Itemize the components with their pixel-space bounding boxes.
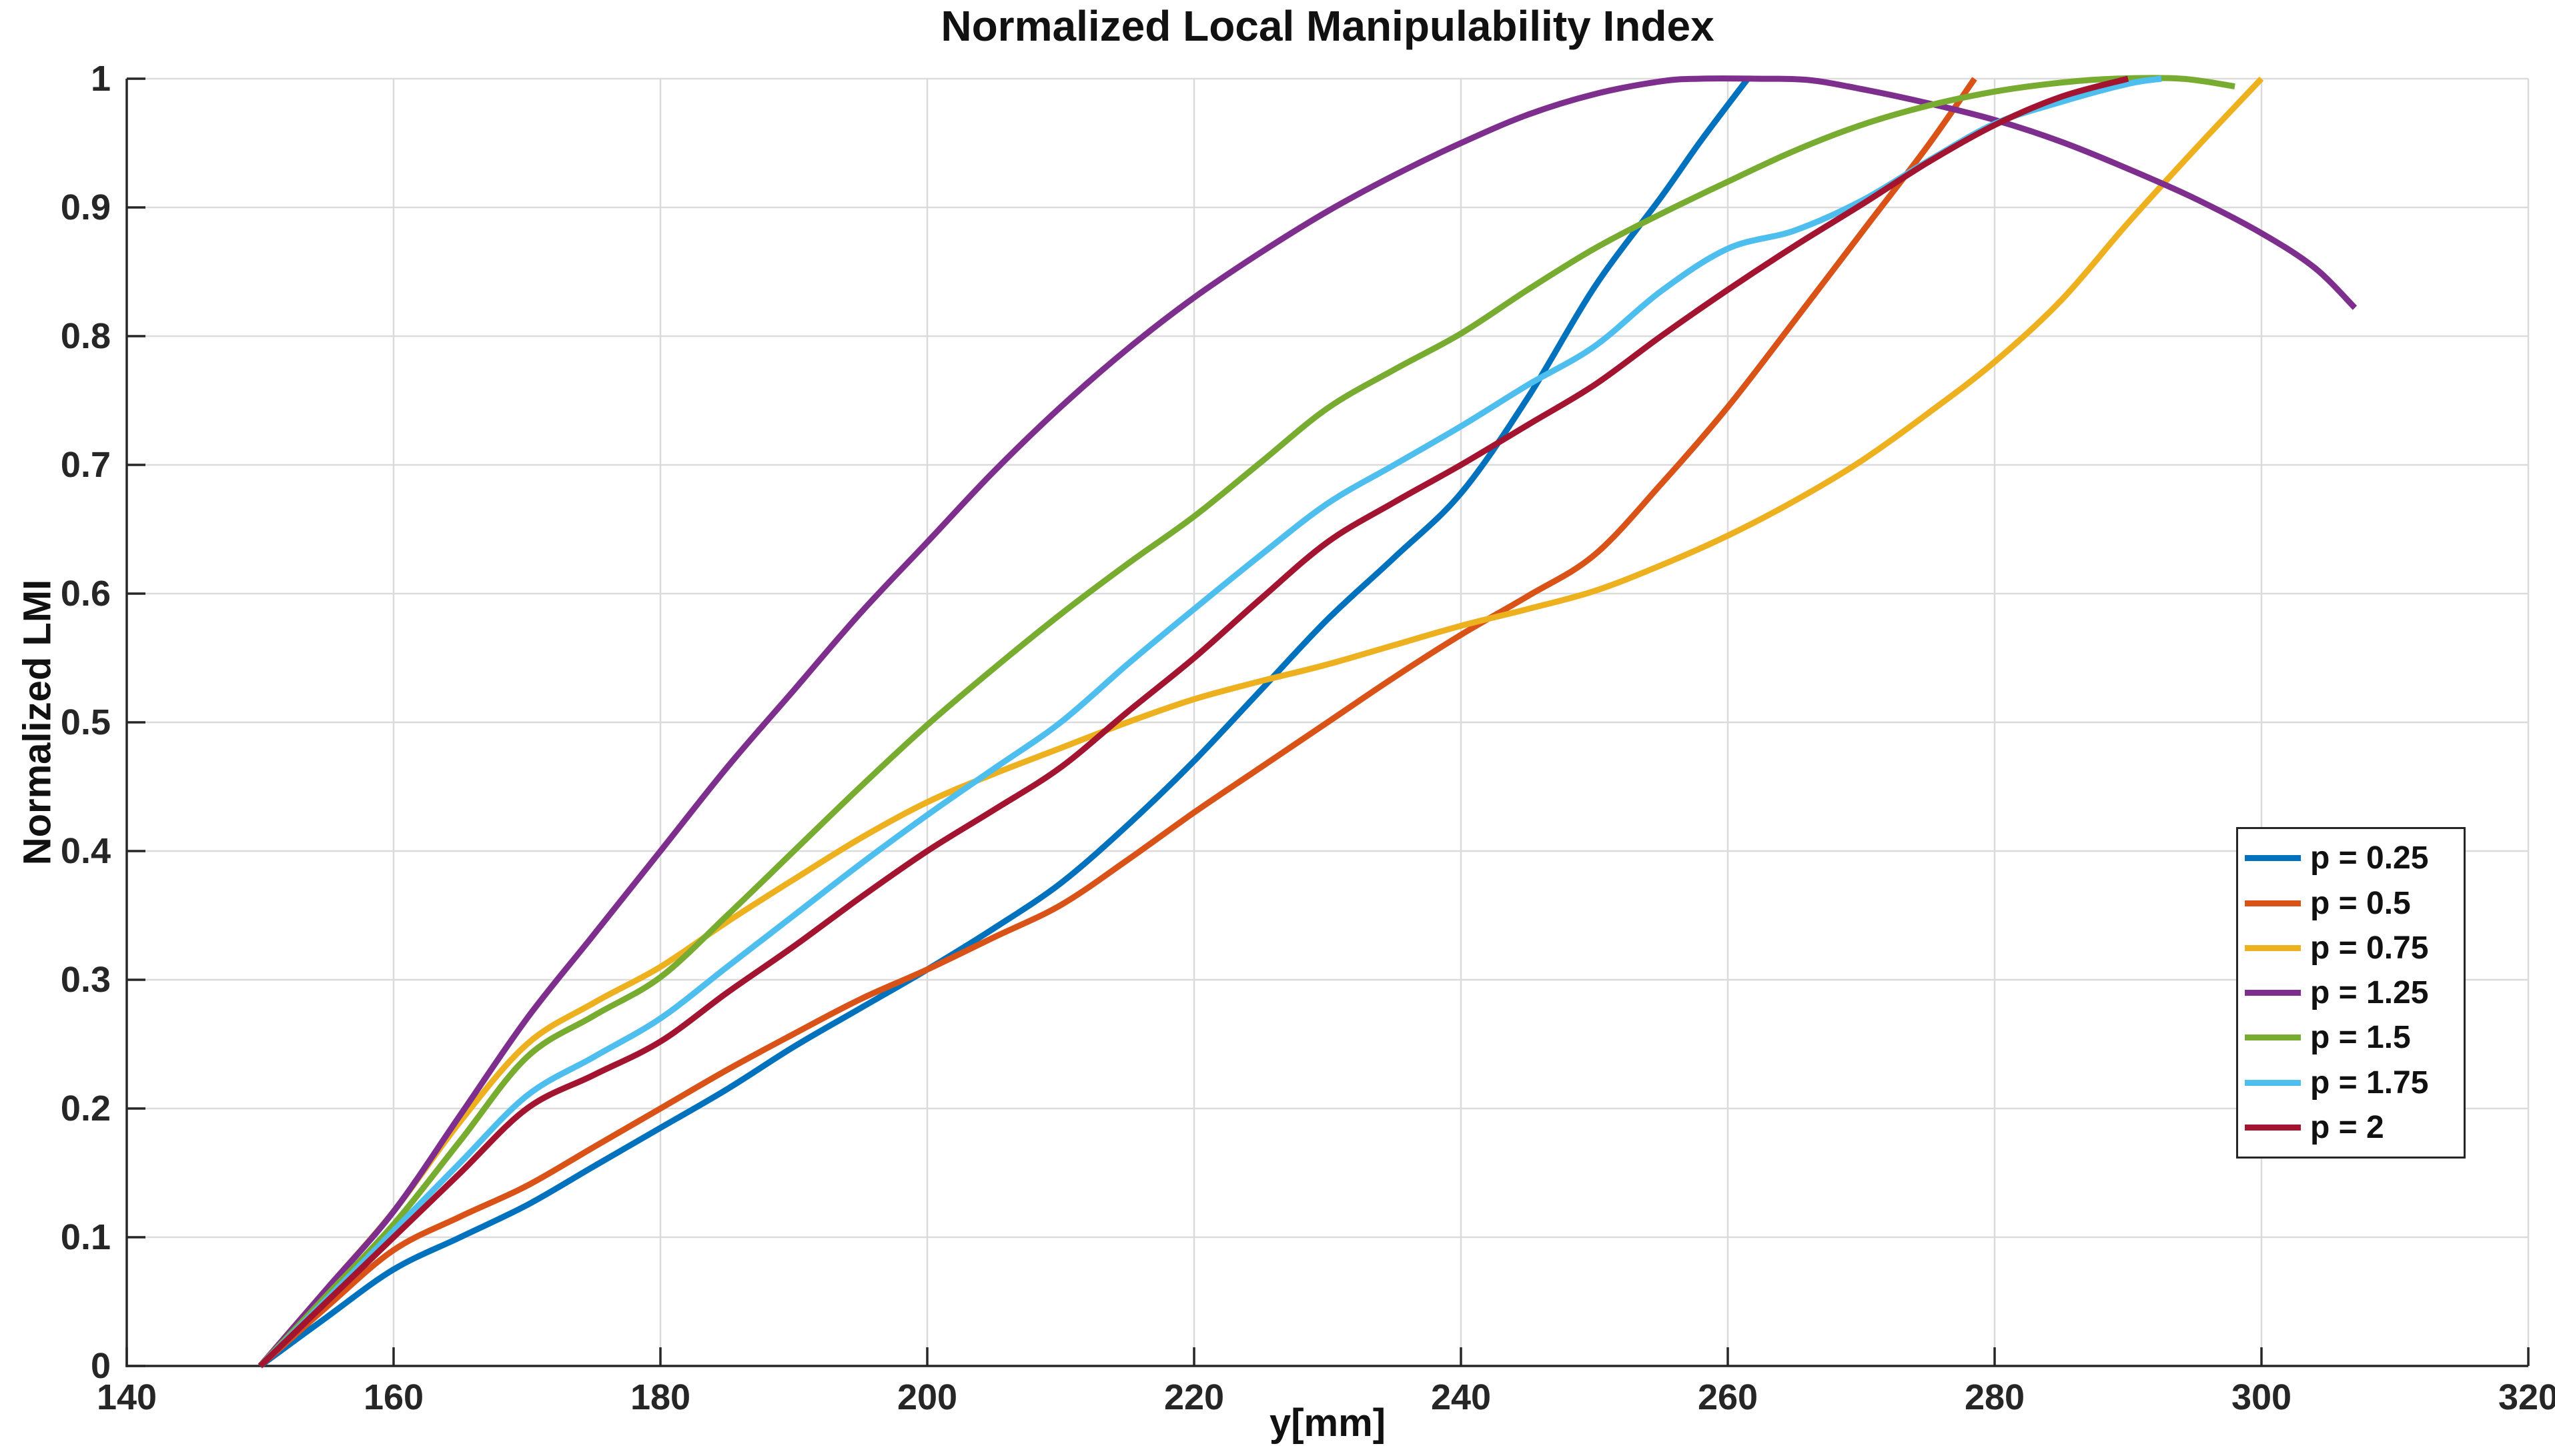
x-axis-label: y[mm]	[1269, 1401, 1386, 1445]
y-tick-label: 0.7	[60, 445, 111, 485]
legend-item: p = 0.25	[2245, 840, 2464, 876]
x-tick-label: 140	[96, 1377, 157, 1417]
legend-label: p = 0.25	[2310, 840, 2429, 876]
legend-line-swatch	[2245, 990, 2301, 996]
legend-line-swatch	[2245, 855, 2301, 862]
series-line	[258, 77, 1977, 1369]
y-tick-label: 0	[90, 1346, 111, 1386]
x-tick-label: 160	[363, 1377, 424, 1417]
series-line	[258, 76, 2264, 1368]
y-tick-label: 1	[90, 59, 111, 99]
series-line	[258, 75, 2129, 1369]
legend-item: p = 1.75	[2245, 1064, 2464, 1101]
legend-line-swatch	[2245, 1034, 2301, 1041]
x-tick-label: 180	[630, 1377, 691, 1417]
x-tick-label: 200	[897, 1377, 958, 1417]
x-tick-label: 240	[1430, 1377, 1492, 1417]
y-tick-label: 0.2	[60, 1088, 111, 1129]
legend-line-swatch	[2245, 944, 2301, 951]
legend-item: p = 0.5	[2245, 885, 2464, 922]
legend-label: p = 1.5	[2310, 1020, 2411, 1056]
legend: p = 0.25 p = 0.5 p = 0.75 p = 1.25 p = 1.5 p …	[2236, 827, 2466, 1159]
y-tick-label: 0.1	[60, 1217, 111, 1257]
legend-line-swatch	[2245, 900, 2301, 906]
series-line	[258, 75, 2162, 1369]
y-tick-label: 0.9	[60, 187, 111, 227]
legend-item: p = 2	[2245, 1109, 2464, 1146]
legend-item: p = 1.5	[2245, 1019, 2464, 1056]
legend-label: p = 2	[2310, 1109, 2384, 1145]
legend-label: p = 1.25	[2310, 975, 2429, 1010]
legend-item: p = 0.75	[2245, 930, 2464, 966]
x-tick-label: 300	[2231, 1377, 2292, 1417]
y-tick-label: 0.3	[60, 960, 111, 1000]
series-line	[258, 75, 2235, 1369]
legend-line-swatch	[2245, 1124, 2301, 1131]
x-tick-label: 280	[1964, 1377, 2025, 1417]
y-tick-label: 0.6	[60, 574, 111, 614]
x-tick-label: 260	[1697, 1377, 1758, 1417]
chart-title: Normalized Local Manipulability Index	[941, 2, 1714, 50]
x-tick-label: 220	[1163, 1377, 1225, 1417]
legend-line-swatch	[2245, 1079, 2301, 1086]
legend-label: p = 0.75	[2310, 930, 2429, 966]
legend-item: p = 1.25	[2245, 974, 2464, 1011]
legend-label: p = 1.75	[2310, 1064, 2429, 1101]
legend-label: p = 0.5	[2310, 885, 2411, 921]
y-tick-label: 0.8	[60, 316, 111, 356]
y-tick-label: 0.4	[60, 831, 111, 871]
x-tick-label: 320	[2498, 1377, 2555, 1417]
y-tick-label: 0.5	[60, 702, 111, 742]
